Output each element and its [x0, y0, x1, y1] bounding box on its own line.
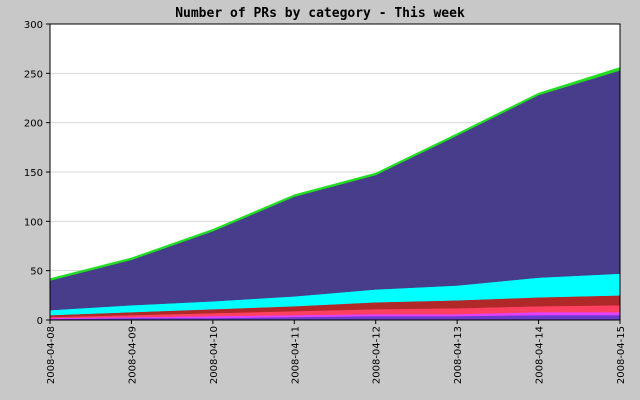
x-tick-label: 2008-04-15 — [616, 326, 627, 384]
y-tick-label: 150 — [24, 168, 43, 179]
x-tick-label: 2008-04-09 — [127, 326, 138, 384]
y-tick-label: 50 — [30, 267, 43, 278]
axes: 0 50 100 150 200 250 300 2008-04-08 2008-04-09 20… — [24, 20, 627, 384]
x-tick-label: 2008-04-12 — [372, 326, 383, 384]
x-tick-label: 2008-04-10 — [209, 326, 220, 384]
area-series — [49, 67, 621, 321]
y-tick-label: 100 — [24, 217, 43, 228]
y-tick-label: 300 — [24, 20, 43, 31]
x-tick-label: 2008-04-11 — [290, 326, 301, 384]
y-tick-label: 0 — [37, 316, 43, 327]
y-tick-label: 250 — [24, 69, 43, 80]
x-tick-label: 2008-04-13 — [453, 326, 464, 384]
chart-title: Number of PRs by category - This week — [175, 6, 465, 21]
x-tick-label: 2008-04-14 — [535, 326, 546, 384]
y-tick-label: 200 — [24, 119, 43, 130]
x-tick-label: 2008-04-08 — [46, 326, 57, 384]
